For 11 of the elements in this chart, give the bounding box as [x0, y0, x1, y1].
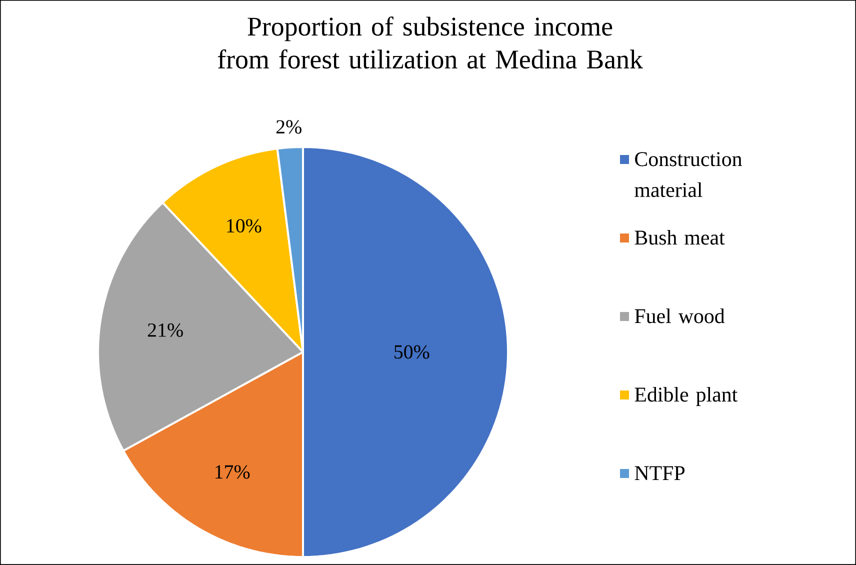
data-label: 17% [216, 465, 250, 479]
legend-label: Fuel wood [634, 308, 725, 324]
chart-title: Proportion of subsistence income from forest utilization at Medina Bank [218, 16, 643, 69]
legend-label: Bush meat [634, 230, 725, 245]
data-label: 50% [394, 345, 430, 359]
legend-label: Construction material [634, 152, 742, 198]
data-label: 10% [227, 219, 262, 233]
data-label: 21% [148, 323, 183, 337]
data-label: 2% [276, 120, 302, 134]
legend-label: Edible plant [634, 386, 738, 406]
legend-label: NTFP [634, 466, 685, 480]
